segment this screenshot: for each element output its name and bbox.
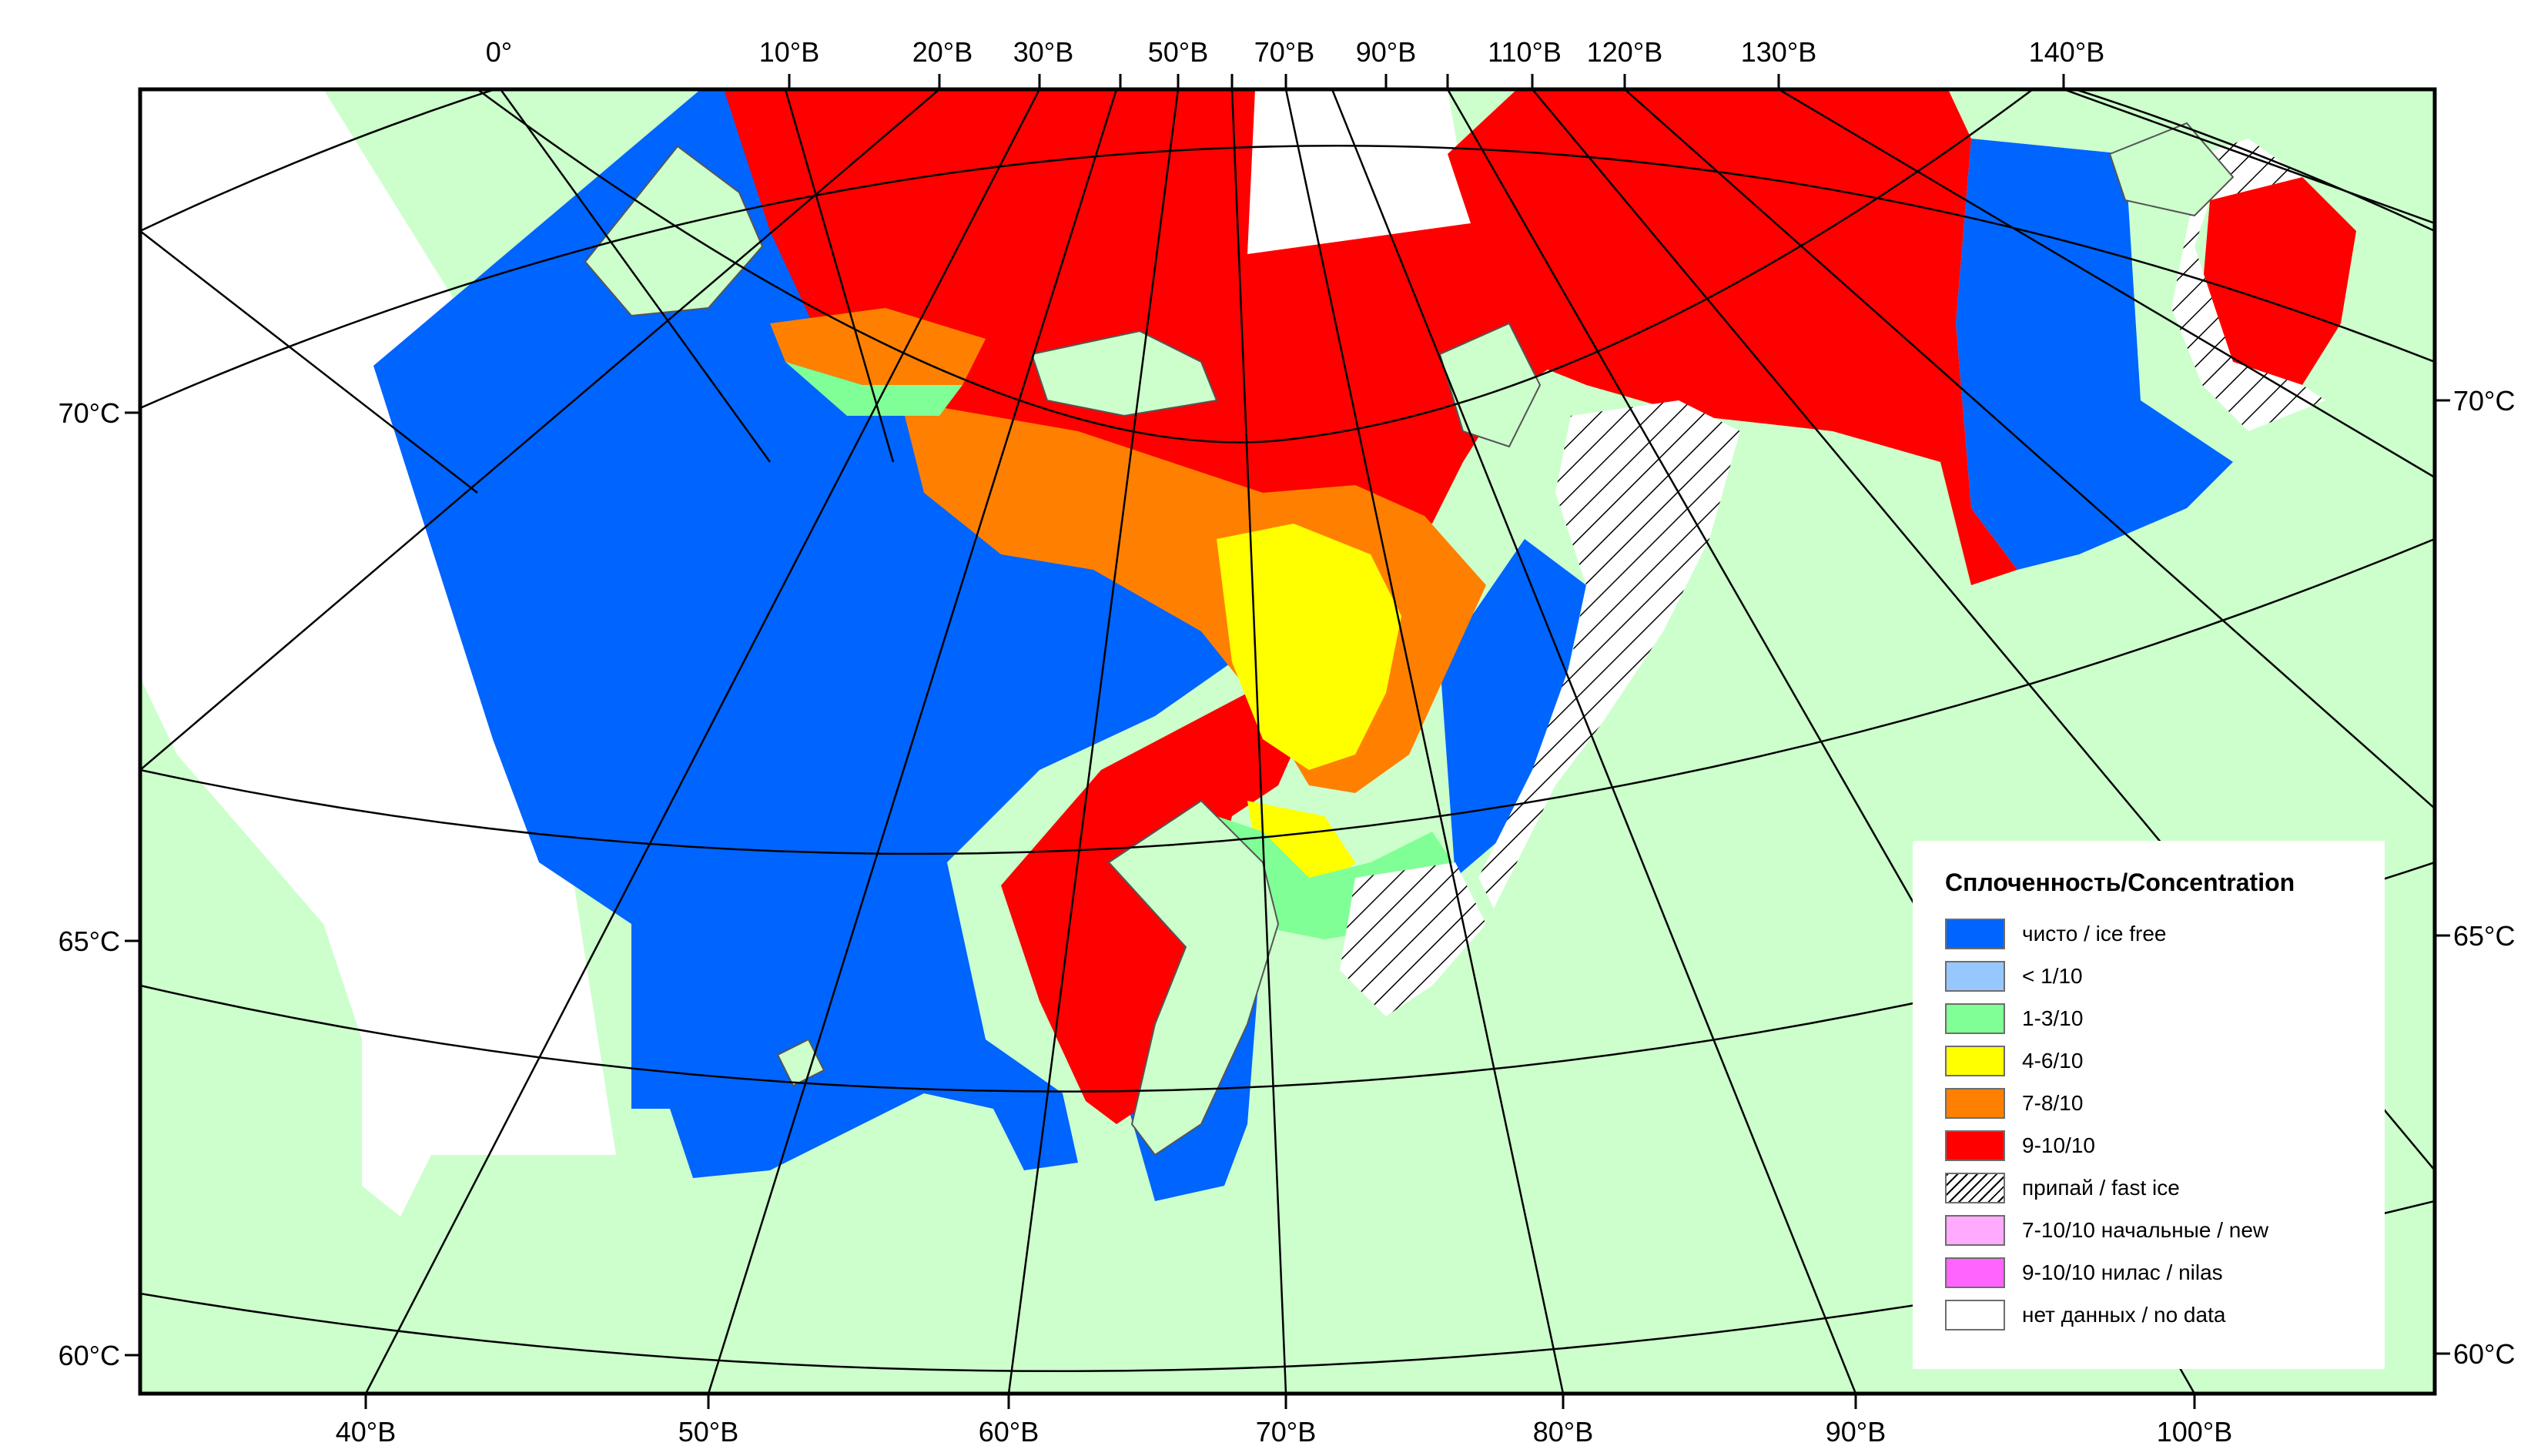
legend-swatch-fast-ice xyxy=(1945,1172,2005,1203)
lon-label-top: 10°В xyxy=(759,36,819,68)
legend-swatch-1-3 xyxy=(1945,1002,2005,1034)
legend-swatch-7-8 xyxy=(1945,1087,2005,1119)
legend-rows: чисто / ice free < 1/10 1-3/10 4-6/10 7-… xyxy=(1945,912,2385,1336)
lat-label-left: 65°С xyxy=(59,925,120,957)
legend-item: 1-3/10 xyxy=(1945,997,2385,1039)
left-latitude-labels: 70°С 65°С 60°С xyxy=(59,397,120,1371)
lon-label-bottom: 40°В xyxy=(336,1416,396,1448)
tick-marks xyxy=(125,74,2450,1409)
lon-label-bottom: 50°В xyxy=(678,1416,738,1448)
legend-swatch-less-1 xyxy=(1945,960,2005,992)
ice-free-water-laptev xyxy=(1956,139,2233,570)
legend-swatch-ice-free xyxy=(1945,918,2005,949)
lon-label-top: 30°В xyxy=(1013,36,1073,68)
lon-label-bottom: 100°В xyxy=(2157,1416,2232,1448)
ice-free-water xyxy=(373,89,1232,1178)
ice-4-6 xyxy=(1217,524,1401,770)
lon-label-top: 130°В xyxy=(1741,36,1816,68)
legend-swatch-nilas xyxy=(1945,1257,2005,1288)
ice-free-water-east xyxy=(1440,539,1586,878)
legend-item: нет данных / no data xyxy=(1945,1294,2385,1336)
legend-label: 9-10/10 xyxy=(2022,1133,2095,1157)
novaya-zemlya xyxy=(1107,799,1280,1156)
lat-label-right: 65°С xyxy=(2453,920,2515,952)
bottom-longitude-labels: 40°В 50°В 60°В 70°В 80°В 90°В 100°В xyxy=(336,1416,2232,1448)
legend-label: 4-6/10 xyxy=(2022,1048,2084,1073)
no-data-region-west-land xyxy=(362,970,470,1217)
concentration-legend: Сплоченность/Concentration чисто / ice f… xyxy=(1913,841,2385,1369)
lon-label-top: 20°В xyxy=(912,36,973,68)
legend-item: 7-8/10 xyxy=(1945,1082,2385,1124)
lat-label-right: 70°С xyxy=(2453,385,2515,417)
legend-label: 1-3/10 xyxy=(2022,1006,2084,1030)
legend-label: < 1/10 xyxy=(2022,963,2083,988)
severnaya-zemlya xyxy=(1438,322,1542,448)
legend-item: чисто / ice free xyxy=(1945,912,2385,955)
map-frame-border xyxy=(138,87,2437,1396)
lat-label-left: 60°С xyxy=(59,1340,120,1371)
lon-label-top: 70°В xyxy=(1254,36,1314,68)
legend-label: 7-10/10 начальные / new xyxy=(2022,1217,2269,1242)
legend-swatch-new-ice xyxy=(1945,1214,2005,1246)
ice-9-10-east xyxy=(2202,177,2356,385)
lon-label-bottom: 90°В xyxy=(1826,1416,1886,1448)
fast-ice-east xyxy=(1478,400,1740,909)
ice-1-3-north xyxy=(785,362,962,416)
right-latitude-labels: 70°С 65°С 60°С xyxy=(2453,385,2515,1370)
lon-label-top: 0° xyxy=(486,36,512,68)
lon-label-bottom: 80°В xyxy=(1533,1416,1593,1448)
legend-item: 4-6/10 xyxy=(1945,1039,2385,1082)
legend-title: Сплоченность/Concentration xyxy=(1945,869,2295,896)
legend-label: 7-8/10 xyxy=(2022,1090,2084,1115)
legend-item: 9-10/10 xyxy=(1945,1124,2385,1166)
legend-label: 9-10/10 нилас / nilas xyxy=(2022,1260,2223,1284)
lat-label-left: 70°С xyxy=(59,397,120,429)
legend-label: припай / fast ice xyxy=(2022,1175,2180,1200)
legend-item: 9-10/10 нилас / nilas xyxy=(1945,1251,2385,1294)
legend-label: нет данных / no data xyxy=(2022,1302,2226,1327)
top-longitude-labels: 0° 10°В 20°В 30°В 50°В 70°В 90°В 110°В 1… xyxy=(486,36,2104,68)
lon-label-top: 90°В xyxy=(1356,36,1416,68)
legend-item: 7-10/10 начальные / new xyxy=(1945,1209,2385,1251)
no-data-region-west xyxy=(140,89,616,1155)
kolguev-island xyxy=(776,1038,825,1087)
lat-label-right: 60°С xyxy=(2453,1338,2515,1370)
fast-ice-south xyxy=(1340,862,1486,1016)
lon-label-bottom: 70°В xyxy=(1256,1416,1316,1448)
legend-swatch-4-6 xyxy=(1945,1045,2005,1076)
lon-label-bottom: 60°В xyxy=(979,1416,1039,1448)
legend-label: чисто / ice free xyxy=(2022,921,2167,946)
franz-josef-land xyxy=(1030,330,1218,417)
lon-label-top: 140°В xyxy=(2029,36,2104,68)
no-data-region-north xyxy=(1247,89,1471,254)
legend-swatch-no-data xyxy=(1945,1299,2005,1330)
lon-label-top: 50°В xyxy=(1148,36,1208,68)
legend-item: припай / fast ice xyxy=(1945,1166,2385,1209)
svalbard-land xyxy=(584,145,764,317)
lon-label-top: 120°В xyxy=(1587,36,1662,68)
legend-item: < 1/10 xyxy=(1945,955,2385,997)
lon-label-top: 110°В xyxy=(1488,36,1562,68)
fast-ice-laptev xyxy=(2171,139,2325,431)
legend-swatch-9-10 xyxy=(1945,1130,2005,1161)
